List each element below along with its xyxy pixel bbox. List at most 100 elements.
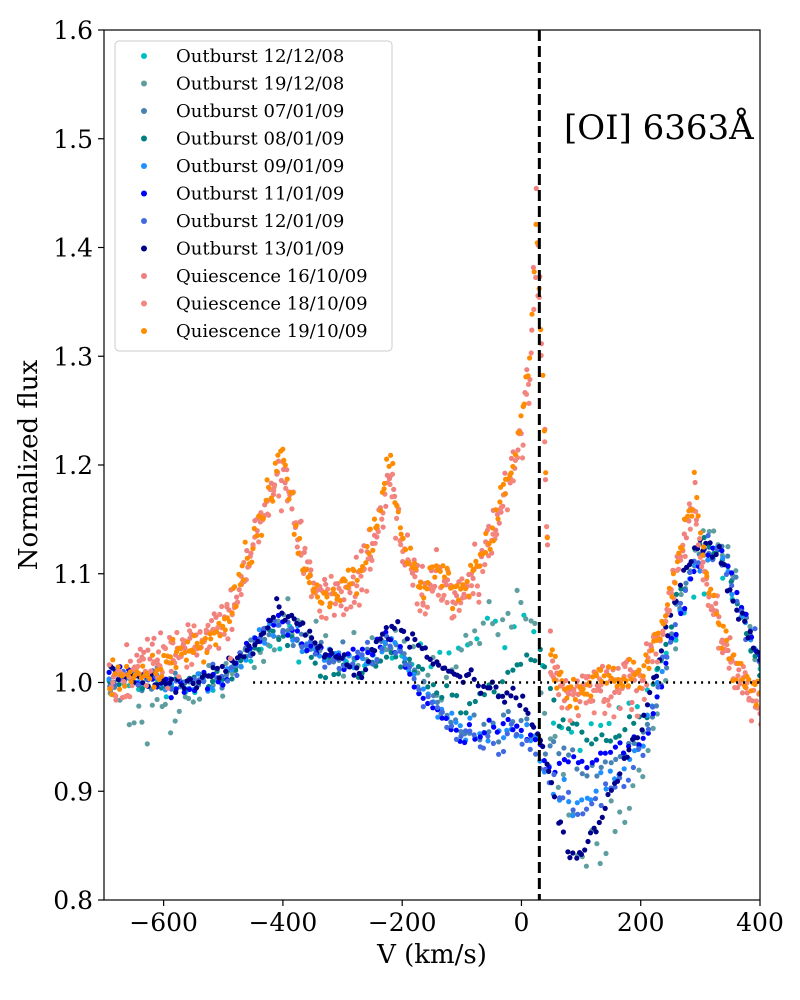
data-point [634, 704, 640, 710]
data-point [556, 751, 562, 757]
data-point [549, 647, 555, 653]
data-point [112, 671, 118, 677]
data-point [228, 665, 234, 671]
data-point [323, 581, 329, 587]
data-point [608, 760, 614, 766]
data-point [665, 633, 671, 639]
data-point [187, 676, 193, 682]
data-point [744, 690, 750, 696]
data-point [486, 553, 492, 559]
data-point [347, 581, 354, 587]
data-point [276, 493, 282, 499]
data-point [109, 665, 116, 671]
data-point [369, 661, 376, 667]
data-point [560, 771, 567, 778]
data-point [563, 678, 569, 684]
data-point [397, 644, 403, 650]
data-point [542, 751, 549, 757]
data-point [695, 513, 701, 519]
data-point [700, 552, 706, 558]
data-point [496, 520, 502, 526]
data-point [708, 586, 714, 592]
data-point [308, 654, 314, 660]
data-point [434, 705, 441, 711]
data-point [474, 583, 480, 589]
data-point [500, 721, 506, 727]
data-point [721, 562, 727, 568]
data-point [620, 750, 627, 756]
data-point [463, 728, 469, 734]
data-point [598, 688, 604, 694]
data-point [299, 648, 305, 655]
data-point [276, 636, 282, 643]
data-point [687, 569, 693, 575]
data-point [693, 517, 700, 523]
data-point [168, 668, 174, 675]
data-point [470, 591, 476, 597]
legend-marker [141, 300, 147, 307]
data-point [660, 628, 666, 634]
data-point [209, 685, 215, 691]
data-point [358, 573, 364, 579]
data-point [227, 655, 233, 662]
data-point [673, 646, 679, 652]
data-point [719, 645, 725, 651]
data-point [229, 610, 235, 616]
data-point [626, 656, 633, 662]
data-point [446, 650, 452, 656]
data-point [113, 693, 119, 699]
data-point [441, 574, 448, 580]
data-point [205, 622, 211, 629]
data-point [720, 623, 726, 629]
legend-entry: Quiescence 16/10/09 [176, 266, 368, 287]
data-point [477, 563, 483, 569]
data-point [222, 627, 228, 633]
data-point [654, 679, 661, 686]
data-point [191, 623, 197, 629]
data-point [689, 507, 695, 513]
data-point [602, 750, 608, 756]
data-point [328, 573, 334, 579]
data-point [379, 646, 385, 652]
data-point [617, 809, 623, 815]
data-point [458, 729, 464, 735]
legend-marker [141, 108, 147, 114]
data-point [449, 710, 455, 716]
data-point [472, 698, 478, 705]
data-point [236, 571, 242, 578]
data-point [502, 645, 508, 651]
data-point [483, 530, 489, 537]
data-point [606, 664, 612, 670]
data-point [190, 649, 196, 655]
data-point [580, 811, 586, 817]
data-point [512, 452, 519, 458]
legend-entry: Outburst 12/12/08 [176, 46, 344, 67]
data-point [208, 636, 214, 642]
data-point [515, 447, 521, 453]
legend-entry: Quiescence 19/10/09 [176, 321, 368, 342]
data-point [491, 724, 497, 730]
data-point [347, 590, 353, 596]
data-point [603, 850, 609, 857]
data-point [250, 651, 256, 657]
data-point [725, 544, 731, 550]
data-point [234, 594, 240, 600]
data-point [443, 715, 449, 722]
data-point [531, 724, 537, 730]
data-point [166, 680, 173, 686]
data-point [283, 485, 289, 491]
data-point [115, 664, 121, 670]
x-tick-label: −600 [129, 908, 198, 937]
data-point [264, 511, 271, 517]
data-point [383, 654, 390, 660]
data-point [372, 648, 378, 654]
data-point [224, 601, 230, 608]
legend-marker [141, 190, 147, 197]
data-point [574, 766, 580, 772]
legend-entry: Outburst 19/12/08 [176, 74, 344, 95]
data-point [350, 574, 356, 580]
data-point [256, 647, 262, 653]
data-point [653, 651, 659, 657]
data-point [714, 611, 720, 617]
data-point [487, 546, 493, 552]
